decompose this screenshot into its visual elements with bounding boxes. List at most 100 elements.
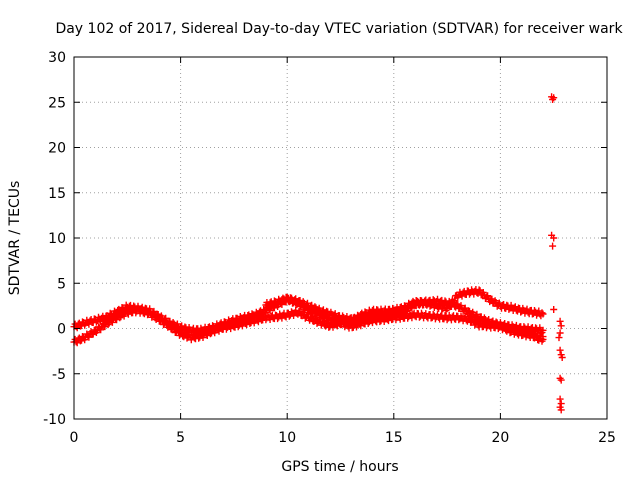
data-point (288, 308, 295, 316)
data-point (537, 329, 545, 337)
x-tick-label: 15 (385, 430, 403, 446)
data-point (432, 300, 440, 308)
data-point (539, 310, 547, 318)
data-point (535, 336, 543, 344)
data-point (539, 333, 547, 341)
x-tick-label: 10 (278, 430, 296, 446)
data-point (389, 304, 397, 312)
data-point (347, 319, 355, 327)
data-point (475, 286, 483, 294)
data-point (181, 330, 189, 338)
y-axis-label: SDTVAR / TECUs (7, 181, 23, 296)
y-tick-label: 0 (57, 322, 66, 338)
data-point (556, 329, 564, 337)
data-point (461, 313, 469, 321)
y-tick-label: 25 (48, 95, 66, 111)
x-tick-label: 5 (176, 430, 185, 446)
axis-ticks: 0 5 10 15 20 25 -10 -5 0 5 10 15 20 25 30 (43, 50, 616, 446)
y-tick-label: 10 (48, 231, 66, 247)
data-point (124, 310, 132, 318)
data-point (206, 330, 214, 338)
data-point (422, 310, 430, 318)
data-point (396, 315, 404, 323)
data-point (385, 317, 392, 325)
data-point (266, 316, 274, 323)
data-point (557, 400, 565, 408)
data-point (421, 297, 429, 305)
data-point (254, 318, 262, 326)
data-point (248, 315, 256, 323)
data-point (138, 305, 146, 313)
data-point (265, 302, 273, 310)
data-point (154, 313, 162, 321)
y-tick-label: -5 (52, 367, 66, 383)
data-point (488, 295, 496, 303)
data-point (446, 303, 454, 311)
data-point (319, 306, 327, 314)
plot-frame (73, 56, 608, 420)
data-point (197, 330, 205, 338)
data-point (557, 406, 565, 414)
data-point (556, 317, 564, 325)
x-tick-label: 0 (70, 430, 79, 446)
chart-title: Day 102 of 2017, Sidereal Day-to-day VTE… (55, 21, 623, 37)
data-point (104, 321, 112, 329)
data-point (538, 309, 546, 317)
grid (74, 57, 607, 419)
data-point (556, 395, 564, 403)
data-point (162, 318, 170, 325)
data-points (70, 93, 566, 414)
data-point (550, 306, 558, 313)
data-point (484, 292, 492, 300)
x-axis-label: GPS time / hours (281, 459, 398, 475)
data-point (234, 323, 242, 331)
data-point (550, 94, 558, 102)
data-point (505, 305, 513, 313)
y-tick-label: -10 (43, 412, 66, 428)
data-point (367, 310, 375, 318)
y-tick-label: 30 (48, 50, 66, 66)
data-point (308, 301, 316, 309)
data-point (466, 314, 473, 322)
data-point (322, 312, 330, 320)
data-point (395, 307, 403, 315)
y-tick-label: 20 (48, 141, 66, 157)
data-point (494, 325, 502, 333)
data-point (451, 297, 459, 304)
data-point (557, 322, 565, 330)
data-point (549, 242, 557, 250)
data-point (426, 302, 434, 310)
data-point (532, 331, 540, 339)
data-point (243, 321, 251, 328)
data-point (97, 326, 105, 334)
data-point (330, 315, 338, 322)
data-point (178, 322, 186, 330)
data-point (466, 307, 473, 315)
data-point (511, 303, 519, 311)
data-point (173, 326, 181, 333)
x-tick-label: 20 (491, 430, 509, 446)
data-point (307, 306, 315, 314)
data-point (73, 324, 81, 332)
data-point (557, 376, 565, 384)
data-point (556, 346, 564, 354)
data-point (116, 314, 124, 322)
data-point (236, 318, 244, 326)
data-point (455, 316, 463, 324)
data-point (558, 354, 566, 361)
data-point (450, 298, 457, 306)
x-tick-label: 25 (598, 430, 616, 446)
data-point (364, 320, 372, 327)
data-point (477, 313, 485, 321)
data-point (318, 310, 326, 318)
data-point (295, 298, 303, 306)
data-point (294, 298, 302, 306)
data-point (555, 334, 563, 342)
y-tick-label: 5 (57, 276, 66, 292)
data-point (89, 330, 97, 338)
data-point (178, 328, 186, 336)
data-point (523, 305, 531, 313)
y-tick-label: 15 (48, 186, 66, 202)
data-point (550, 234, 558, 242)
